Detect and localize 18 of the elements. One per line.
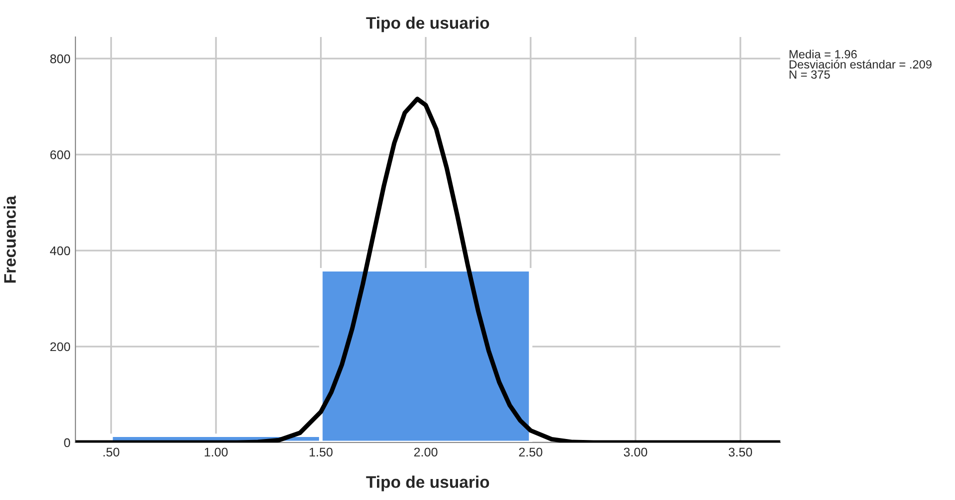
- x-tick-label: 2.50: [519, 448, 542, 457]
- y-tick-label: 800: [50, 54, 70, 64]
- x-axis-title: Tipo de usuario: [366, 476, 490, 492]
- text: N = 375: [790, 70, 830, 79]
- y-tick-label: 0: [64, 438, 70, 448]
- x-tick-label: 1.00: [204, 448, 228, 457]
- y-axis-title: Frecuencia: [4, 196, 16, 283]
- y-tick-label: 200: [50, 342, 70, 352]
- x-tick-label: 1.50: [310, 448, 333, 457]
- x-tick-label: 3.00: [624, 448, 648, 457]
- x-tick-label: .50: [104, 448, 120, 457]
- y-tick-label: 600: [50, 150, 70, 160]
- x-tick-label: 3.50: [728, 448, 752, 457]
- text: Desviación estándar = .209: [790, 60, 932, 69]
- y-tick-label: 400: [50, 246, 70, 256]
- chart-title: Tipo de usuario: [366, 16, 490, 32]
- text: Media = 1.96: [790, 50, 857, 58]
- x-tick-label: 2.00: [414, 448, 438, 457]
